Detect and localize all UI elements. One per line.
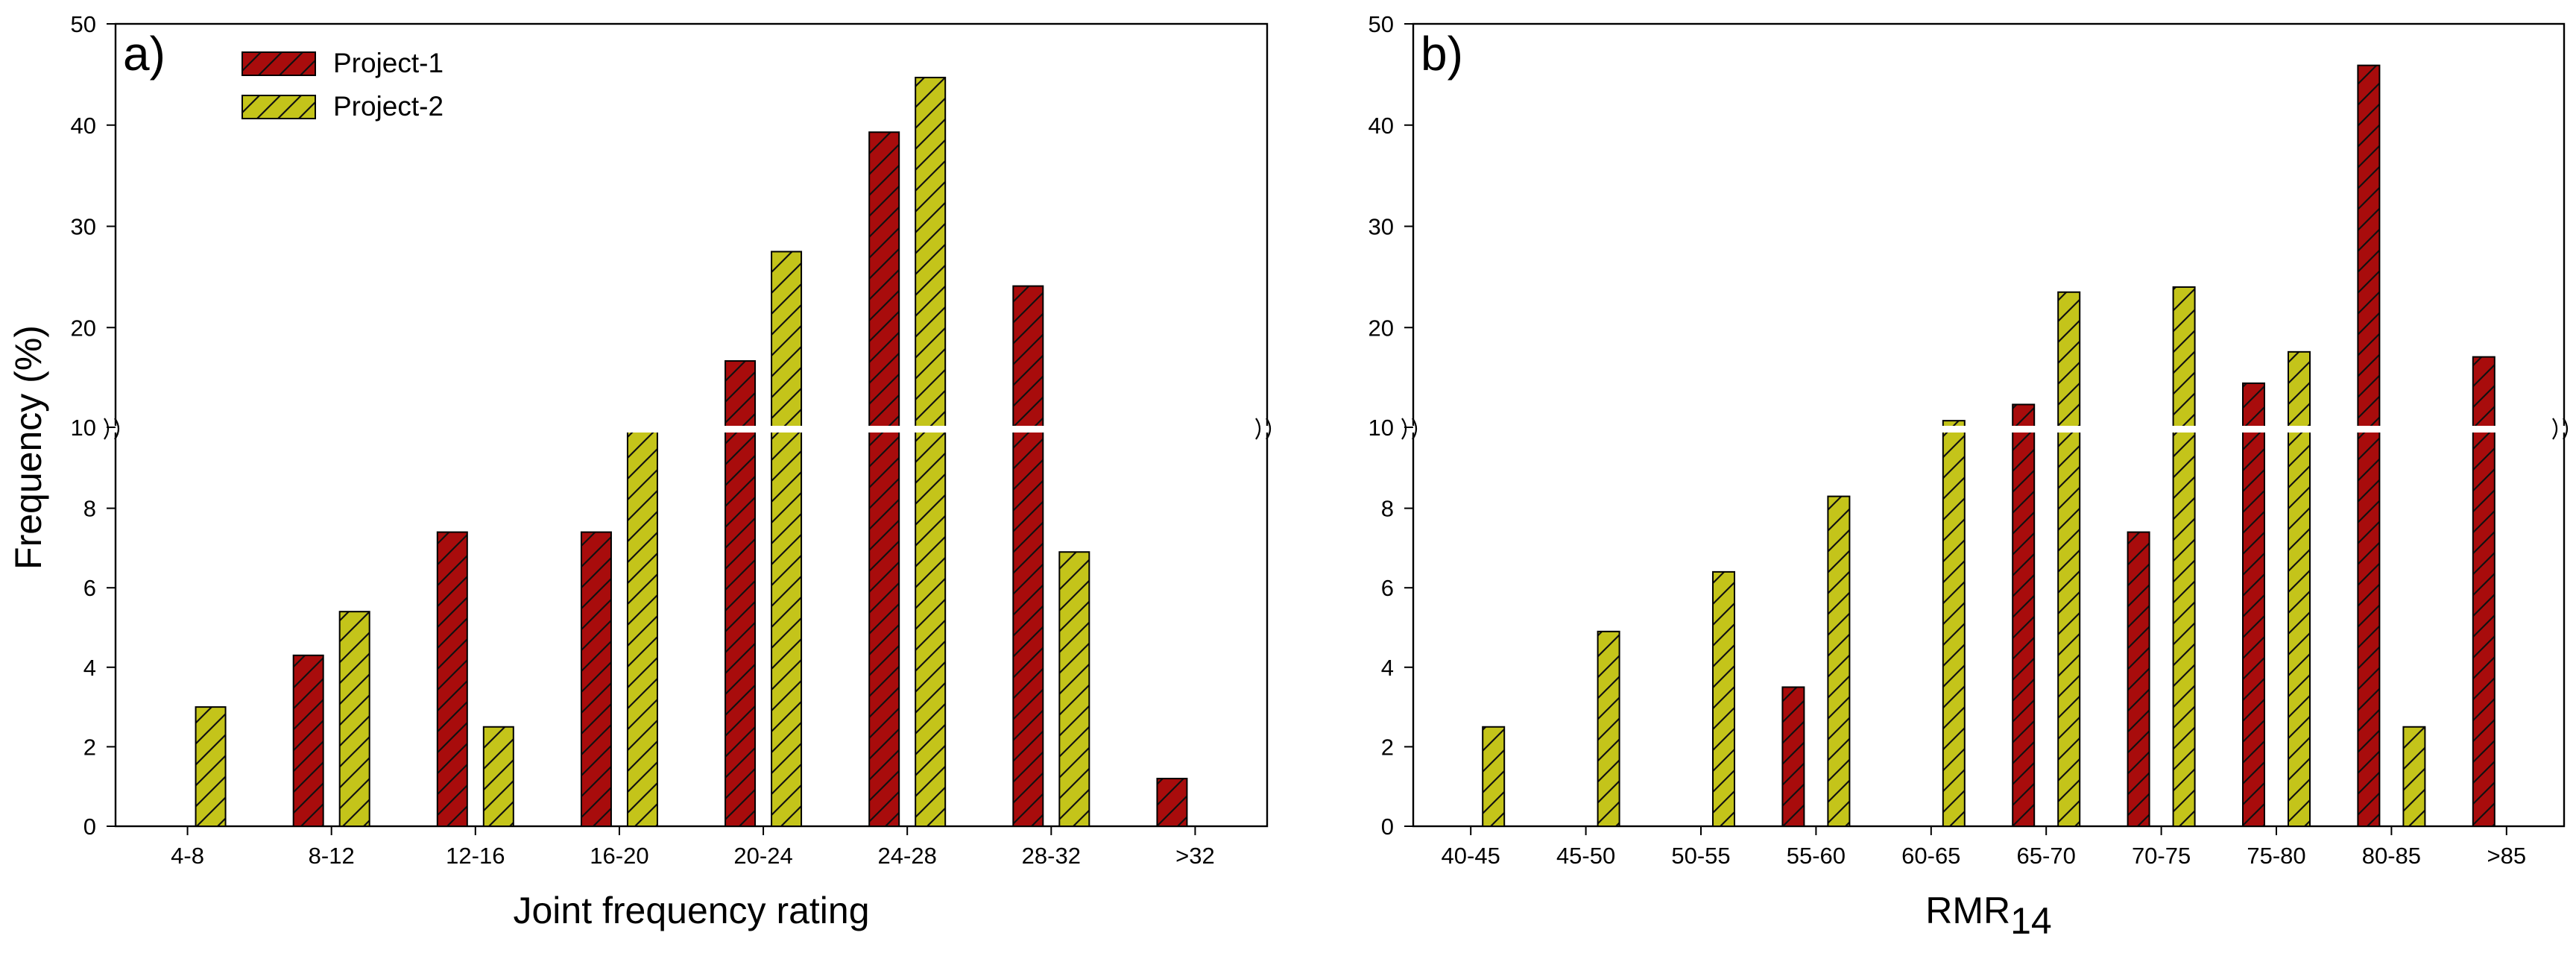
y-tick-label: 50 — [1368, 11, 1394, 37]
x-tick-label: 20-24 — [733, 843, 792, 869]
axis-break-symbol — [2552, 418, 2569, 440]
bar-project-1-24-28 — [868, 131, 900, 827]
bar-project-1->32 — [1156, 778, 1188, 828]
bar-project-1-28-32 — [1012, 285, 1044, 827]
legend-label-project-2: Project-2 — [333, 91, 443, 122]
x-tick-label: >85 — [2487, 843, 2527, 869]
x-tick-label: 40-45 — [1442, 843, 1500, 869]
y-tick-label: 50 — [71, 11, 96, 37]
x-tick-label: 80-85 — [2362, 843, 2421, 869]
y-tick-label: 20 — [1368, 315, 1394, 341]
bar-project-1-8-12 — [292, 654, 324, 827]
x-tick-label: 12-16 — [446, 843, 505, 869]
x-tick-label: 45-50 — [1556, 843, 1615, 869]
x-tick-label: 65-70 — [2017, 843, 2076, 869]
bar-project-2-8-12 — [338, 611, 370, 827]
bar-project-1-55-60 — [1781, 686, 1805, 828]
legend-swatch-project-2 — [242, 95, 316, 119]
y-tick-label: 6 — [1381, 575, 1394, 601]
bar-project-2-16-20 — [626, 426, 658, 827]
y-tick-label: 4 — [83, 655, 96, 681]
bar-project-1-16-20 — [580, 531, 612, 828]
x-axis-label: Joint frequency rating — [513, 890, 869, 931]
bar-project-1-65-70 — [2012, 403, 2036, 827]
bar-project-2-24-28 — [915, 76, 947, 827]
y-tick-label: 30 — [71, 214, 96, 240]
y-tick-label: 40 — [1368, 113, 1394, 139]
bar-project-1-20-24 — [724, 360, 757, 827]
y-tick-label: 8 — [1381, 496, 1394, 522]
bar-project-2-80-85 — [2402, 726, 2426, 827]
panel-a: 0 2 4 6 8 10 20 30 40 50 4-8 8-12 12-16 16-20 20-24 24-… — [7, 11, 1272, 931]
bar-project-2-60-65 — [1942, 420, 1966, 827]
plot-frame — [1412, 22, 2566, 828]
x-tick-label: 55-60 — [1787, 843, 1846, 869]
panel-label: b) — [1421, 27, 1463, 81]
y-tick-label: 10 — [71, 415, 96, 441]
x-tick-label: 75-80 — [2247, 843, 2305, 869]
bar-project-2-75-80 — [2288, 350, 2311, 827]
bar-project-2-40-45 — [1482, 726, 1506, 827]
bar-project-2-12-16 — [482, 726, 514, 827]
x-axis-label-subscript: 14 — [2010, 900, 2052, 942]
bar-project-2-65-70 — [2057, 291, 2081, 827]
legend: Project-1 Project-2 — [242, 48, 443, 122]
bar-project-2-50-55 — [1712, 570, 1735, 827]
y-tick-label: 0 — [1381, 814, 1394, 840]
y-tick-label: 2 — [83, 734, 96, 760]
bar-project-2-28-32 — [1058, 551, 1090, 827]
x-tick-label: 50-55 — [1671, 843, 1730, 869]
axis-break-symbol — [1401, 418, 1418, 440]
y-tick-label: 10 — [1368, 415, 1394, 441]
bar-project-1-75-80 — [2242, 382, 2265, 827]
bar-project-2-55-60 — [1827, 495, 1851, 827]
x-tick-label: 70-75 — [2132, 843, 2191, 869]
bar-project-2-20-24 — [771, 251, 803, 827]
y-tick-label: 40 — [71, 113, 96, 139]
x-tick-label: 8-12 — [309, 843, 355, 869]
x-tick-label: 28-32 — [1022, 843, 1081, 869]
y-tick-label: 4 — [1381, 655, 1394, 681]
plot-frame — [114, 22, 1269, 828]
bar-project-1-70-75 — [2127, 531, 2150, 828]
axis-break-band — [1412, 426, 2566, 433]
y-axis-label: Frequency (%) — [7, 325, 49, 570]
x-axis-label: RMR14 — [1925, 890, 2052, 942]
x-tick-label: 4-8 — [171, 843, 204, 869]
x-tick-label: 60-65 — [1901, 843, 1960, 869]
panel-label: a) — [123, 27, 165, 81]
bar-project-2-45-50 — [1597, 630, 1620, 828]
y-tick-label: 20 — [71, 315, 96, 341]
y-tick-label: 30 — [1368, 214, 1394, 240]
axis-break-symbol — [104, 418, 120, 440]
x-tick-label: >32 — [1175, 843, 1215, 869]
y-tick-label: 8 — [83, 496, 96, 522]
bar-project-1-12-16 — [436, 531, 468, 828]
x-tick-label: 16-20 — [590, 843, 648, 869]
legend-label-project-1: Project-1 — [333, 48, 443, 78]
legend-swatch-project-1 — [242, 51, 316, 76]
y-tick-label: 0 — [83, 814, 96, 840]
axis-break-band — [114, 426, 1269, 433]
x-tick-label: 24-28 — [878, 843, 937, 869]
bar-project-1-80-85 — [2357, 64, 2381, 828]
bar-project-2-4-8 — [195, 706, 227, 827]
panel-b: 0 2 4 6 8 10 20 30 40 50 40-45 45-50 50-55 55-60 60-65… — [1368, 11, 2569, 942]
y-tick-label: 2 — [1381, 734, 1394, 760]
y-tick-label: 6 — [83, 575, 96, 601]
axis-break-symbol — [1255, 418, 1272, 440]
bar-project-1->85 — [2472, 356, 2496, 827]
bar-project-2-70-75 — [2172, 286, 2196, 827]
